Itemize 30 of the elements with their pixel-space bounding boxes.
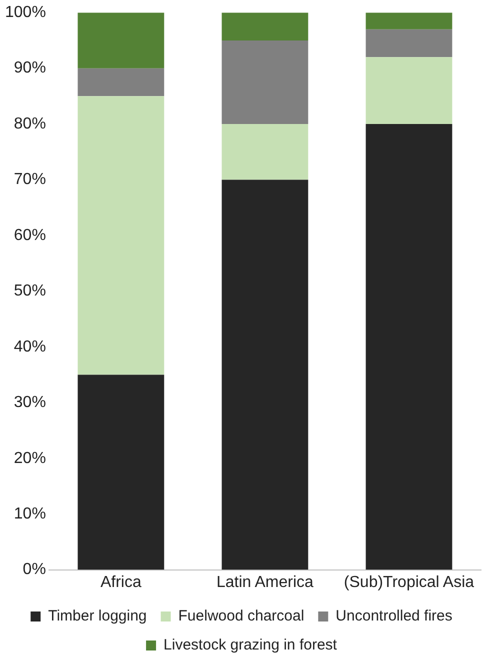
y-tick-label: 10% xyxy=(14,505,46,522)
bar xyxy=(78,96,164,375)
bar xyxy=(78,68,164,96)
y-tick-label: 30% xyxy=(14,394,46,412)
x-tick-label: Africa xyxy=(100,574,142,591)
bar xyxy=(78,12,164,68)
bar xyxy=(222,124,308,180)
bar xyxy=(366,124,452,570)
bar xyxy=(366,29,452,58)
y-tick-label: 0% xyxy=(22,561,46,578)
legend-label: Fuelwood charcoal xyxy=(178,608,304,625)
bar xyxy=(366,57,452,124)
y-tick-label: 40% xyxy=(14,338,46,356)
bar xyxy=(222,40,308,124)
y-tick-label: 60% xyxy=(14,226,46,244)
y-tick-label: 20% xyxy=(14,450,46,467)
bar xyxy=(222,12,308,40)
y-tick-label: 90% xyxy=(14,60,46,77)
y-tick-label: 80% xyxy=(14,115,46,132)
legend-label: Timber logging xyxy=(48,608,147,625)
bar xyxy=(222,180,308,570)
x-tick-label: (Sub)Tropical Asia xyxy=(344,574,474,591)
y-tick-label: 70% xyxy=(14,171,46,188)
bar xyxy=(78,374,164,570)
bar xyxy=(366,12,452,30)
x-tick-label: Latin America xyxy=(216,574,314,591)
y-tick-label: 50% xyxy=(14,282,46,300)
y-tick-label: 100% xyxy=(5,4,46,22)
legend-label: Livestock grazing in forest xyxy=(164,636,338,654)
legend-label: Uncontrolled fires xyxy=(336,608,452,625)
